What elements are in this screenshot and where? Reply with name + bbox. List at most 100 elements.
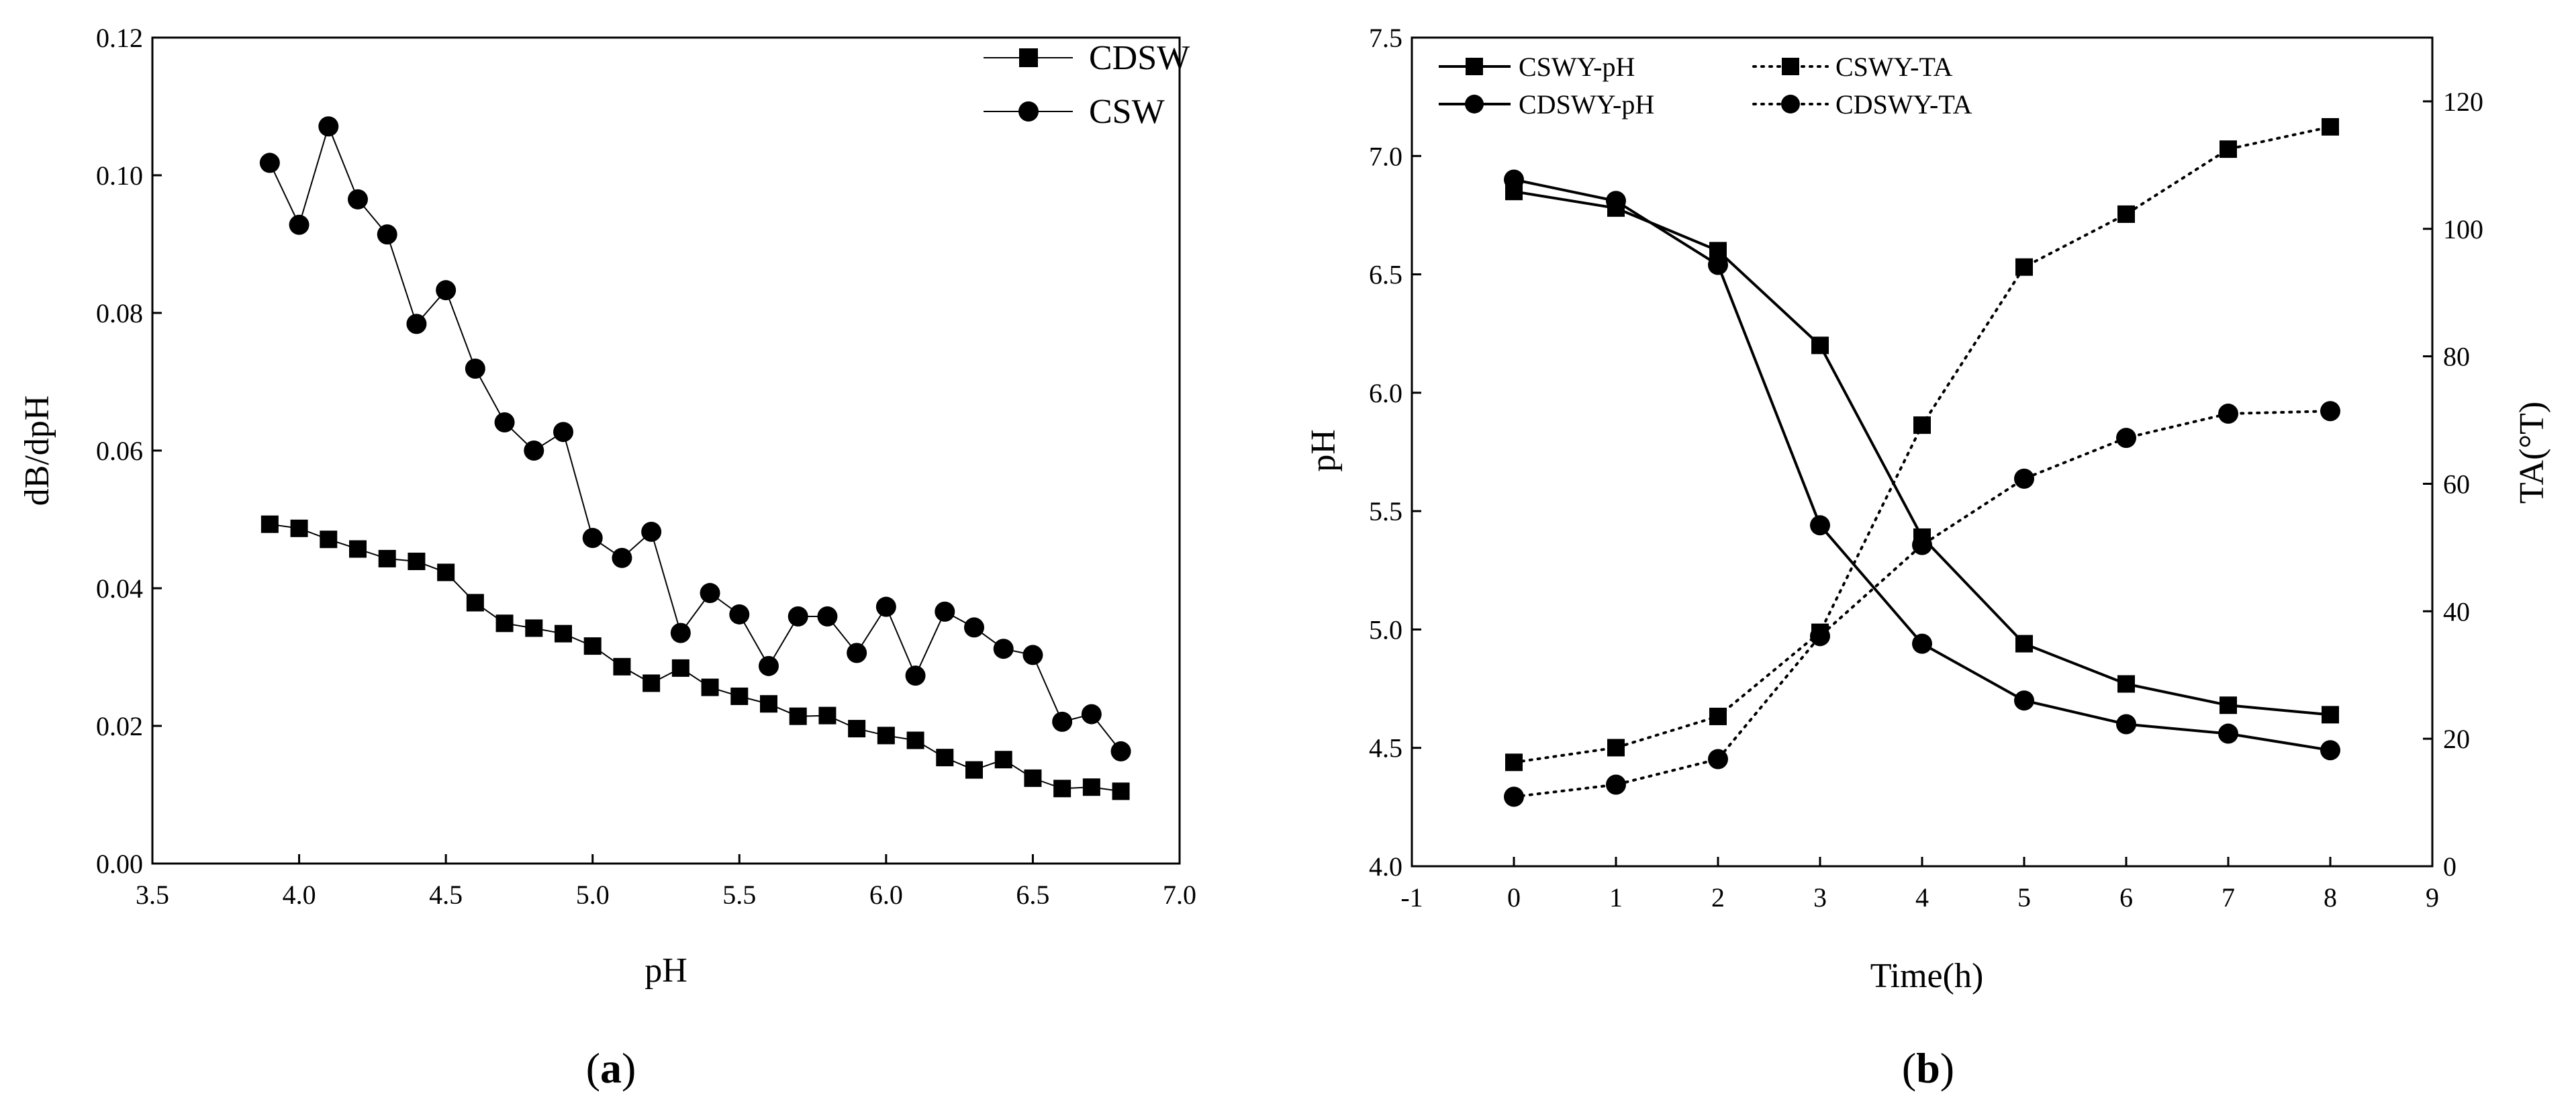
data-point-cswy-ta (2117, 205, 2135, 223)
chart-b-x-tick-label: 3 (1813, 882, 1827, 913)
chart-b-x-tick-label: 5 (2017, 882, 2031, 913)
data-point-cdswy-ta (1708, 749, 1728, 770)
chart-a-x-tick-label: 3.5 (136, 880, 169, 910)
chart-b-x-tick-label: 1 (1609, 882, 1623, 913)
data-point-csw (377, 224, 397, 245)
data-point-csw (553, 422, 573, 443)
chart-a: 3.5 4.0 4.5 5.0 5.5 6.0 6.5 7.0 0.00 0.02 0.04 0.06… (18, 23, 1196, 1092)
panel-label-a: (a) (586, 1044, 636, 1092)
data-point-csw (406, 314, 427, 334)
data-point-cswy-ph (2322, 706, 2339, 724)
data-point-cdsw (408, 553, 426, 571)
legend-label-cdsw: CDSW (1089, 39, 1190, 77)
legend-marker-csw (1018, 101, 1039, 122)
data-point-cswy-ta (1913, 416, 1931, 434)
data-point-csw (1110, 741, 1131, 761)
panel-label-a-open: ( (586, 1044, 600, 1092)
data-point-cdsw (671, 659, 689, 677)
data-point-csw (964, 617, 984, 638)
chart-a-x-tick-label: 7.0 (1163, 880, 1196, 910)
panel-label-b: (b) (1902, 1044, 1954, 1092)
data-point-csw (612, 547, 632, 568)
chart-b-x-tick-label: 0 (1507, 882, 1521, 913)
chart-b-y-tick-label-right: 80 (2443, 342, 2470, 372)
chart-a-legend: CDSW CSW (984, 39, 1190, 131)
chart-b-x-axis-title: Time(h) (1870, 957, 1984, 995)
chart-b-y-tick-label-left: 7.0 (1369, 141, 1402, 171)
chart-a-x-tick-label: 6.5 (1016, 880, 1049, 910)
chart-b-y-tick-label-right: 100 (2443, 214, 2483, 244)
panel-label-b-close: ) (1940, 1044, 1954, 1092)
chart-b-x-tick-label: -1 (1400, 882, 1423, 913)
data-point-csw (348, 189, 368, 210)
data-point-cdsw (437, 563, 455, 582)
chart-b-y-axis-title-right: TA(°T) (2513, 402, 2551, 504)
panel-label-b-letter: b (1916, 1044, 1940, 1092)
data-point-cdsw (877, 727, 895, 745)
data-point-cdswy-ta (1912, 535, 1932, 555)
data-point-csw (524, 441, 544, 461)
data-point-csw (1052, 711, 1073, 732)
chart-b-series (1504, 118, 2340, 807)
data-point-cdsw (525, 619, 543, 637)
data-point-cswy-ta (2015, 258, 2033, 276)
data-point-cswy-ta (1505, 753, 1523, 772)
chart-a-ticks: 3.5 4.0 4.5 5.0 5.5 6.0 6.5 7.0 0.00 0.02 0.04 0.06… (96, 23, 1196, 910)
data-point-cdsw (555, 624, 572, 643)
data-point-csw (875, 596, 896, 617)
data-point-cdswy-ta (2014, 468, 2034, 489)
chart-b-x-tick-label: 9 (2426, 882, 2439, 913)
chart-a-x-tick-label: 4.0 (283, 880, 316, 910)
data-point-cdsw (583, 637, 602, 655)
data-point-csw (494, 412, 515, 432)
chart-b-y-tick-label-left: 5.0 (1369, 614, 1402, 645)
data-point-csw (582, 528, 603, 549)
data-point-cdswy-ph (1708, 254, 1728, 275)
chart-a-x-tick-label: 4.5 (429, 880, 463, 910)
data-point-cdsw (965, 761, 983, 779)
chart-b-x-tick-label: 6 (2119, 882, 2133, 913)
chart-a-y-tick-label: 0.08 (96, 298, 143, 328)
data-point-csw (700, 583, 720, 604)
legend-label-cswy-ph: CSWY-pH (1519, 52, 1635, 82)
data-point-cdsw (994, 751, 1012, 769)
panel-label-b-open: ( (1902, 1044, 1916, 1092)
chart-b-x-tick-label: 2 (1711, 882, 1725, 913)
chart-b-y-tick-label-right: 120 (2443, 87, 2483, 117)
data-point-cdsw (349, 540, 367, 558)
legend-marker-cdswy-ph (1465, 95, 1484, 113)
chart-a-x-tick-label: 5.5 (722, 880, 756, 910)
data-point-cswy-ph (2220, 696, 2237, 714)
data-point-csw (729, 604, 750, 624)
chart-b-y-tick-label-right: 20 (2443, 724, 2470, 754)
data-point-cswy-ta (2322, 118, 2339, 136)
data-point-cdswy-ta (2320, 401, 2340, 422)
legend-marker-cdsw (1019, 48, 1038, 67)
chart-a-y-tick-label: 0.00 (96, 849, 143, 879)
data-point-cdswy-ph (2218, 723, 2238, 744)
data-point-csw (259, 152, 280, 173)
chart-a-x-tick-label: 5.0 (576, 880, 610, 910)
panel-label-a-close: ) (622, 1044, 636, 1092)
data-point-csw (465, 359, 485, 379)
chart-b-x-tick-label: 8 (2324, 882, 2337, 913)
data-point-cdswy-ta (1606, 774, 1626, 795)
chart-a-y-tick-label: 0.10 (96, 160, 143, 191)
data-point-cdswy-ta (2218, 404, 2238, 424)
chart-b-y-tick-label-right: 0 (2443, 851, 2456, 882)
data-point-csw (817, 606, 838, 627)
data-point-cswy-ph (1811, 336, 1829, 355)
data-point-cdsw (936, 749, 954, 767)
data-point-csw (847, 643, 867, 663)
data-point-cdswy-ta (2116, 428, 2136, 449)
data-point-cdswy-ta (1504, 786, 1524, 807)
data-point-csw (1081, 704, 1102, 725)
chart-a-y-tick-label: 0.06 (96, 436, 143, 466)
panel-label-a-letter: a (600, 1044, 622, 1092)
data-point-cdswy-ph (1810, 515, 1830, 536)
data-point-cdsw (1024, 769, 1042, 787)
legend-label-cdswy-ph: CDSWY-pH (1519, 89, 1654, 120)
chart-a-x-axis-title: pH (645, 952, 687, 990)
data-point-cdsw (320, 530, 338, 549)
